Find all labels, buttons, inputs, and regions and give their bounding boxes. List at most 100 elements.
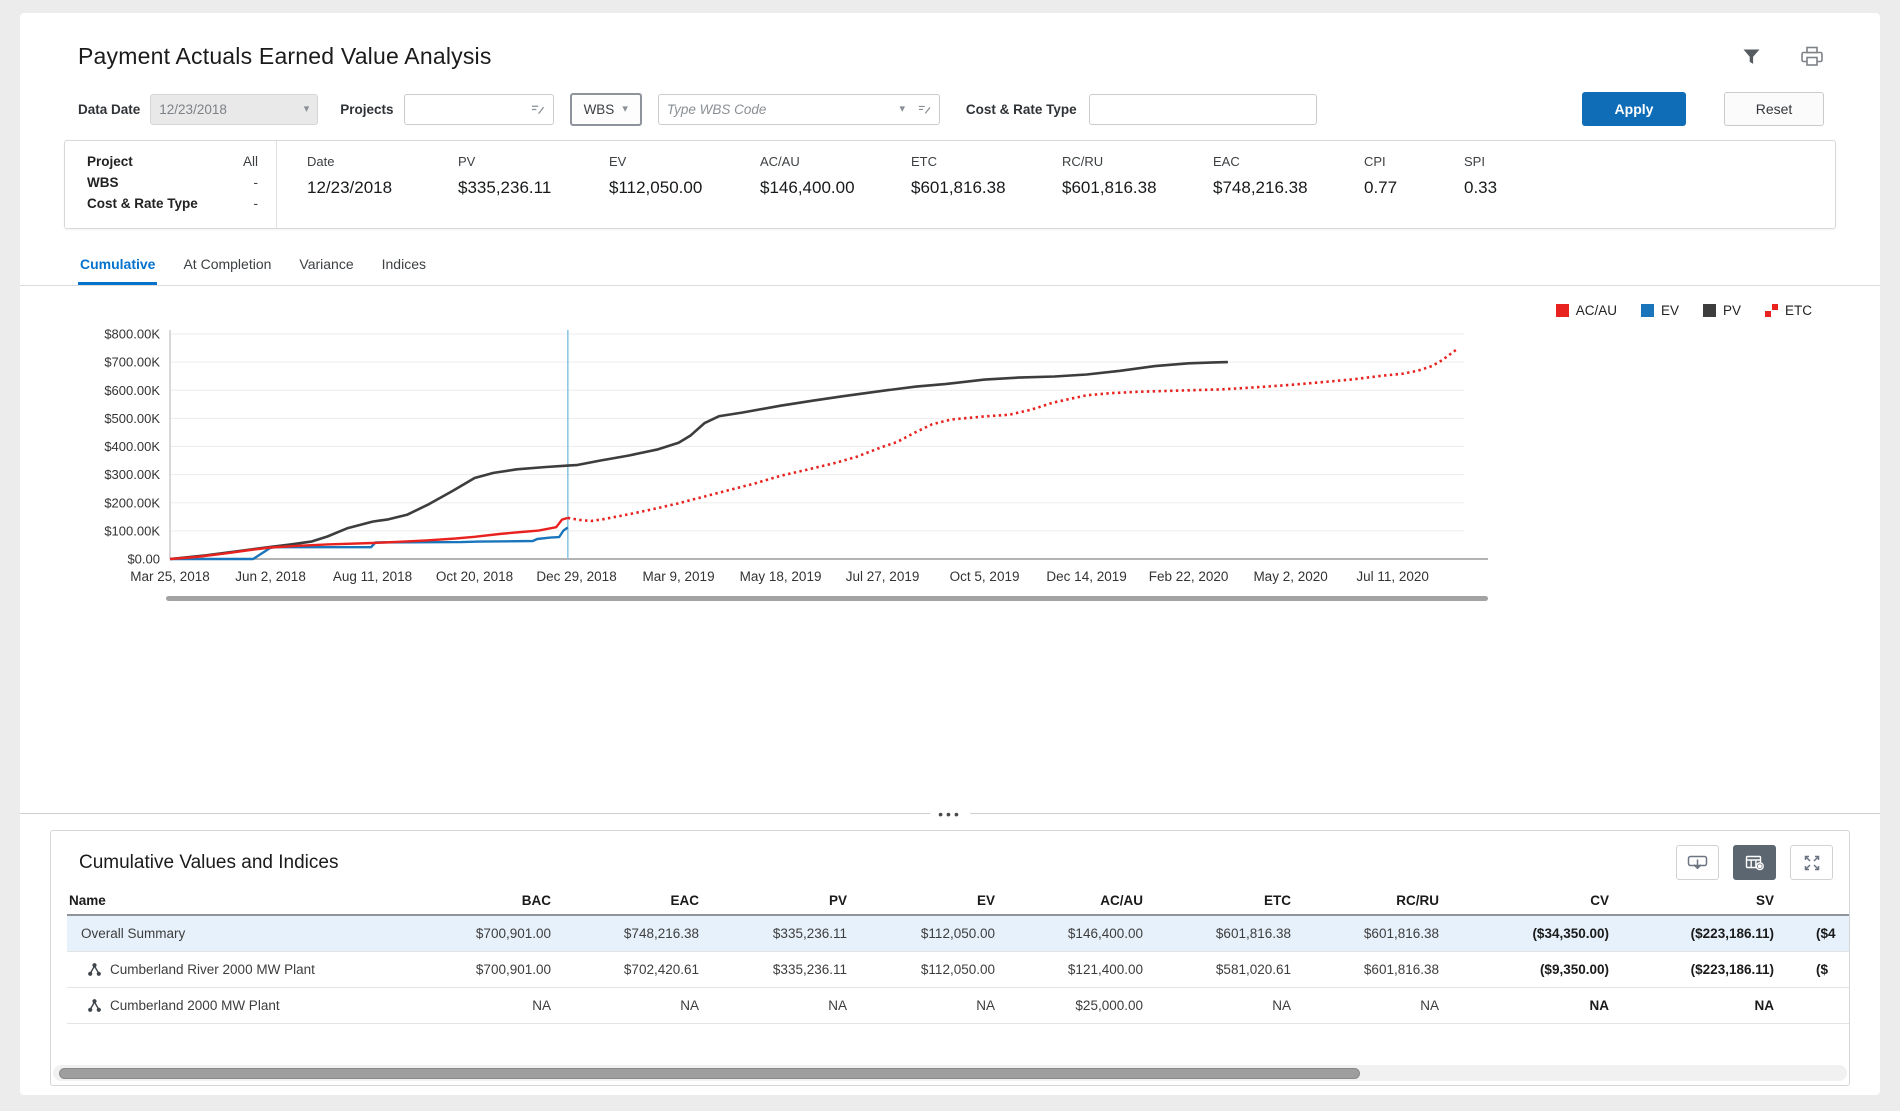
data-date-field[interactable]: ▾ — [150, 93, 319, 125]
x-axis-tick: Mar 25, 2018 — [130, 569, 210, 584]
cell-sv: ($223,186.11) — [1690, 962, 1774, 977]
column-header-cv[interactable]: CV — [1590, 892, 1609, 908]
filter-icon[interactable] — [1741, 47, 1762, 67]
cost-rate-type-field[interactable] — [1088, 93, 1317, 125]
column-header-etc[interactable]: ETC — [1264, 892, 1291, 908]
metric-value: 0.33 — [1464, 178, 1498, 197]
tab-cumulative[interactable]: Cumulative — [78, 247, 158, 285]
x-axis-tick: Aug 11, 2018 — [333, 569, 412, 584]
cell-pv: $335,236.11 — [772, 962, 847, 977]
data-date-input[interactable] — [159, 94, 304, 124]
x-axis-tick: Dec 29, 2018 — [536, 569, 616, 584]
metric-etc: ETC $601,816.38 — [911, 154, 1062, 228]
context-label-cost-rate-type: Cost & Rate Type — [87, 196, 198, 211]
legend-label: PV — [1722, 302, 1741, 318]
table-title: Cumulative Values and Indices — [79, 851, 339, 873]
cell-eac: $748,216.38 — [623, 926, 699, 941]
cell-cv: ($9,350.00) — [1539, 962, 1609, 977]
wbs-dropdown[interactable]: WBS ▾ — [569, 92, 642, 126]
x-axis-tick: May 2, 2020 — [1253, 569, 1327, 584]
y-axis-tick: $200.00K — [104, 495, 160, 510]
title-row: Payment Actuals Earned Value Analysis — [20, 13, 1880, 70]
projects-input[interactable] — [412, 94, 532, 124]
table-row-overall-summary[interactable]: Overall Summary $700,901.00 $748,216.38 $33… — [67, 916, 1849, 952]
download-icon[interactable] — [1676, 845, 1719, 880]
legend-item-etc: ETC — [1765, 303, 1812, 318]
pv-swatch-icon — [1702, 303, 1716, 317]
x-axis-tick: Oct 20, 2018 — [436, 569, 513, 584]
cell-ev: $112,050.00 — [920, 962, 995, 977]
summary-context: Project All WBS - Cost & Rate Type - — [65, 141, 277, 228]
main-card: Payment Actuals Earned Value Analysis Da… — [20, 13, 1880, 1095]
metric-date: Date 12/23/2018 — [307, 154, 458, 228]
chevron-down-icon: ▾ — [899, 102, 905, 115]
chart-horizontal-scrollbar[interactable] — [166, 596, 1488, 601]
row-name-cell: Overall Summary — [67, 926, 417, 941]
scrollbar-thumb[interactable] — [59, 1067, 1360, 1079]
picker-icon[interactable] — [918, 102, 931, 116]
wbs-code-input[interactable] — [666, 94, 894, 124]
reset-button[interactable]: Reset — [1724, 92, 1824, 126]
table-row-cumberland-2000-mw-plant[interactable]: Cumberland 2000 MW Plant NA NA NA NA $25,000.… — [67, 988, 1849, 1024]
tab-at-completion[interactable]: At Completion — [183, 256, 272, 272]
ev-swatch-icon — [1640, 303, 1654, 317]
row-name: Cumberland 2000 MW Plant — [110, 998, 280, 1013]
metric-spi: SPI 0.33 — [1464, 154, 1564, 228]
x-axis-tick: Feb 22, 2020 — [1149, 569, 1229, 584]
row-name: Cumberland River 2000 MW Plant — [110, 962, 315, 977]
legend-item-ev: EV — [1640, 303, 1679, 318]
metric-label: RC/RU — [1062, 154, 1104, 169]
metric-value: 12/23/2018 — [307, 178, 393, 197]
series-pv — [169, 360, 1228, 561]
cell-clipped: ($4 — [1816, 926, 1836, 941]
tab-indices[interactable]: Indices — [381, 256, 426, 272]
metric-value: $335,236.11 — [458, 178, 552, 197]
page-title: Payment Actuals Earned Value Analysis — [78, 43, 492, 69]
row-name: Overall Summary — [81, 926, 186, 941]
splitter-handle-icon[interactable]: ••• — [930, 805, 970, 823]
metric-label: PV — [458, 154, 476, 169]
cell-rc-ru: $601,816.38 — [1363, 962, 1439, 977]
cell-rc-ru: $601,816.38 — [1363, 926, 1439, 941]
x-axis-tick: Jul 11, 2020 — [1356, 569, 1429, 584]
expand-icon[interactable] — [1790, 845, 1833, 880]
x-axis-tick: Jul 27, 2019 — [846, 569, 920, 584]
column-header-ac-au[interactable]: AC/AU — [1100, 892, 1143, 908]
grid-view-icon[interactable] — [1733, 845, 1776, 880]
column-header-bac[interactable]: BAC — [521, 892, 551, 908]
legend-label: ETC — [1785, 302, 1812, 318]
metric-label: Date — [307, 154, 335, 169]
cell-rc-ru: NA — [1420, 998, 1439, 1013]
metric-value: $748,216.38 — [1213, 178, 1308, 197]
metric-label: EAC — [1213, 154, 1240, 169]
cost-rate-type-input[interactable] — [1097, 94, 1308, 124]
picker-icon[interactable] — [531, 102, 545, 116]
x-axis-tick: Dec 14, 2019 — [1046, 569, 1126, 584]
cell-etc: $601,816.38 — [1215, 926, 1291, 941]
metric-value: $601,816.38 — [1062, 178, 1157, 197]
cell-eac: NA — [680, 998, 699, 1013]
metric-eac: EAC $748,216.38 — [1213, 154, 1364, 228]
legend-item-ac-au: AC/AU — [1555, 303, 1617, 318]
column-header-sv[interactable]: SV — [1755, 892, 1774, 908]
wbs-code-field[interactable]: ▾ — [657, 93, 940, 125]
cell-bac: $700,901.00 — [475, 962, 551, 977]
projects-field[interactable] — [403, 93, 554, 125]
y-axis-tick: $300.00K — [104, 467, 160, 482]
table-row-cumberland-river-2000-mw-plant[interactable]: Cumberland River 2000 MW Plant $700,901.0… — [67, 952, 1849, 988]
column-header-eac[interactable]: EAC — [670, 892, 699, 908]
y-axis-tick: $400.00K — [104, 439, 160, 454]
filter-bar: Data Date ▾ Projects WBS ▾ ▾ Cost & Rate… — [78, 92, 1850, 126]
y-axis-tick: $100.00K — [104, 523, 160, 538]
metric-ac-au: AC/AU $146,400.00 — [760, 154, 911, 228]
apply-button[interactable]: Apply — [1582, 92, 1686, 126]
printer-icon[interactable] — [1800, 46, 1824, 67]
column-header-pv[interactable]: PV — [828, 892, 847, 908]
column-header-ev[interactable]: EV — [976, 892, 995, 908]
column-header-rc-ru[interactable]: RC/RU — [1396, 892, 1439, 908]
tab-variance[interactable]: Variance — [299, 256, 354, 272]
context-label-project: Project — [87, 154, 133, 169]
table-horizontal-scrollbar[interactable] — [53, 1065, 1847, 1081]
column-header-name[interactable]: Name — [69, 892, 106, 908]
table-header-row: Name BAC EAC PV EV AC/AU ETC RC/RU CV SV — [67, 886, 1849, 916]
